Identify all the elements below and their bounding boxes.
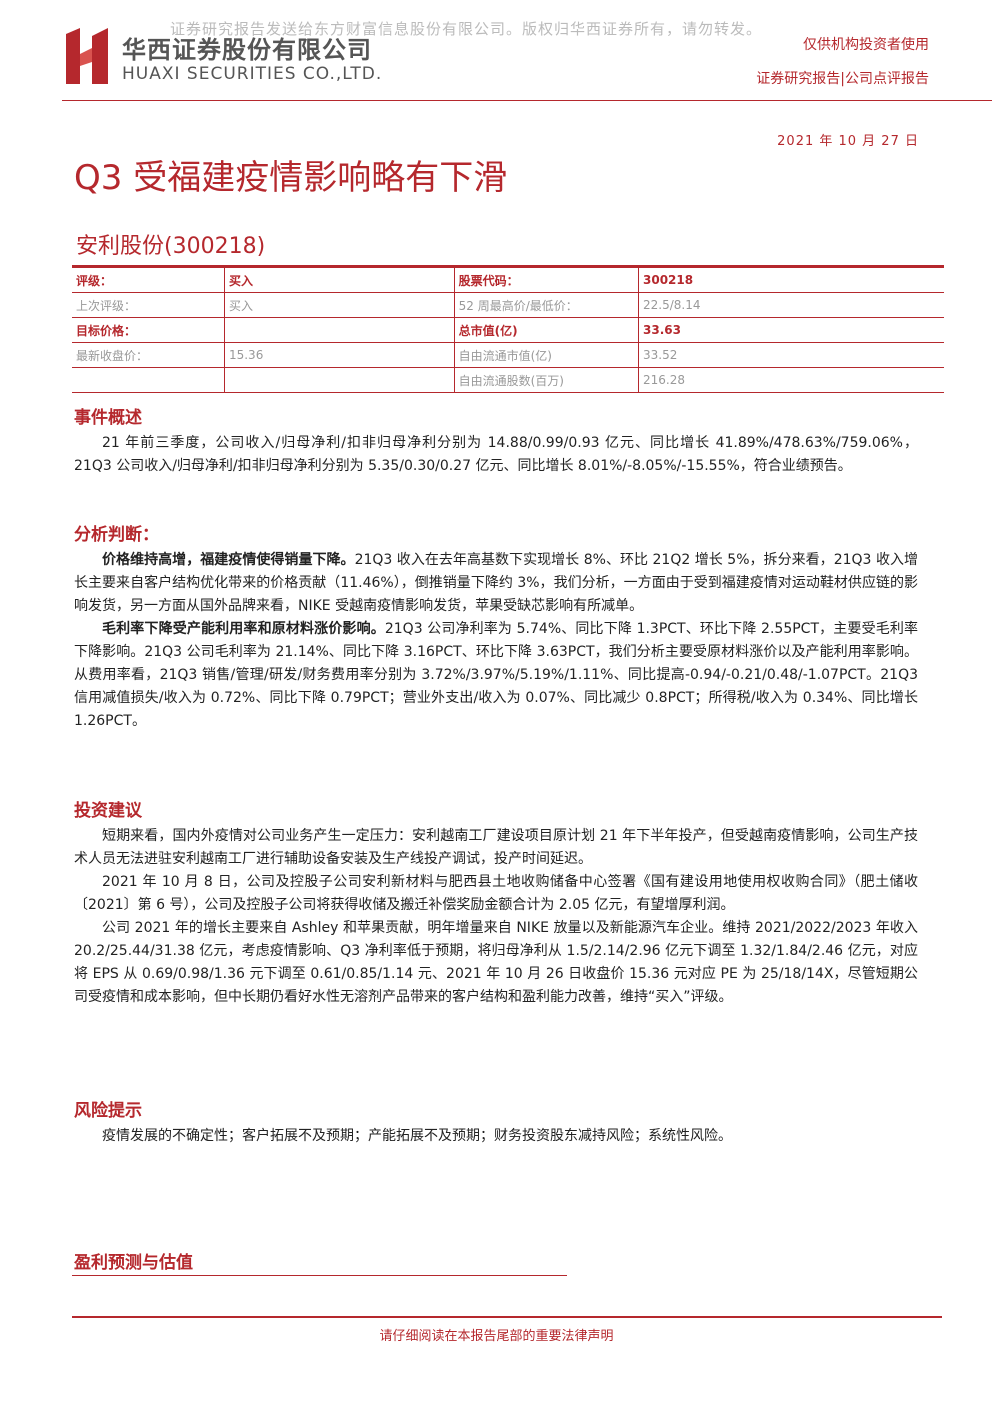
forecast-heading: 盈利预测与估值 bbox=[74, 1253, 193, 1273]
table-cell: 自由流通市值(亿) bbox=[454, 342, 640, 368]
table-cell: 上次评级： bbox=[72, 292, 225, 318]
paragraph-text: 21Q3 公司净利率为 5.74%、同比下降 1.3PCT、环比下降 2.55P… bbox=[74, 621, 918, 729]
paragraph: 短期来看，国内外疫情对公司业务产生一定压力：安利越南工厂建设项目原计划 21 年… bbox=[74, 825, 918, 871]
paragraph: 疫情发展的不确定性；客户拓展不及预期；产能拓展不及预期；财务投资股东减持风险；系… bbox=[74, 1125, 918, 1148]
table-cell: 总市值(亿) bbox=[454, 317, 640, 343]
table-cell: 目标价格： bbox=[72, 317, 225, 343]
header-rule bbox=[62, 100, 992, 101]
paragraph: 价格维持高增，福建疫情使得销量下降。21Q3 收入在去年高基数下实现增长 8%、… bbox=[74, 549, 918, 618]
table-cell: 33.63 bbox=[638, 317, 944, 343]
date: 2021 年 10 月 27 日 bbox=[777, 134, 919, 149]
table-cell: 股票代码： bbox=[454, 266, 640, 293]
table-cell: 买入 bbox=[224, 292, 455, 318]
stock: 安利股份(300218) bbox=[76, 234, 266, 259]
section-heading: 风险提示 bbox=[74, 1101, 142, 1121]
section-heading: 投资建议 bbox=[74, 801, 142, 821]
table-cell: 33.52 bbox=[638, 342, 944, 368]
paragraph: 公司 2021 年的增长主要来自 Ashley 和苹果贡献，明年增量来自 NIK… bbox=[74, 917, 918, 1009]
forecast-rule bbox=[72, 1275, 567, 1276]
watermark: 证券研究报告发送给东方财富信息股份有限公司。版权归华西证券所有，请勿转发。 bbox=[170, 20, 763, 38]
table-cell: 15.36 bbox=[224, 342, 455, 368]
paragraph: 2021 年 10 月 8 日，公司及控股子公司安利新材料与肥西县土地收购储备中… bbox=[74, 871, 918, 917]
section: 分析判断： 价格维持高增，福建疫情使得销量下降。21Q3 收入在去年高基数下实现增… bbox=[74, 520, 918, 733]
audience: 仅供机构投资者使用 bbox=[803, 37, 929, 53]
table-cell: 22.5/8.14 bbox=[638, 292, 944, 318]
paragraph-text: 疫情发展的不确定性；客户拓展不及预期；产能拓展不及预期；财务投资股东减持风险；系… bbox=[102, 1128, 732, 1144]
table-cell: 评级： bbox=[72, 266, 225, 293]
company-en: HUAXI SECURITIES CO.,LTD. bbox=[122, 64, 383, 84]
paragraph-lead: 价格维持高增，福建疫情使得销量下降。 bbox=[102, 552, 355, 568]
company-cn: 华西证券股份有限公司 bbox=[122, 36, 372, 64]
footer-rule bbox=[72, 1316, 942, 1318]
table-row: 自由流通股数(百万) 216.28 bbox=[72, 367, 944, 393]
table-cell: 216.28 bbox=[638, 367, 944, 393]
footer: 请仔细阅读在本报告尾部的重要法律声明 bbox=[379, 1329, 614, 1344]
logo bbox=[66, 28, 108, 84]
table-cell bbox=[224, 367, 455, 393]
table-cell: 最新收盘价： bbox=[72, 342, 225, 368]
section-heading: 分析判断： bbox=[74, 525, 159, 545]
table-cell: 买入 bbox=[224, 266, 455, 293]
table-cell bbox=[224, 317, 455, 343]
table-cell: 300218 bbox=[638, 266, 944, 293]
paragraph: 21 年前三季度，公司收入/归母净利/扣非归母净利分别为 14.88/0.99/… bbox=[74, 432, 918, 478]
table-row: 上次评级： 买入 52 周最高价/最低价： 22.5/8.14 bbox=[72, 292, 944, 318]
table-cell: 52 周最高价/最低价： bbox=[454, 292, 640, 318]
title: Q3 受福建疫情影响略有下滑 bbox=[74, 158, 508, 198]
table-cell: 自由流通股数(百万) bbox=[454, 367, 640, 393]
table-row: 目标价格： 总市值(亿) 33.63 bbox=[72, 317, 944, 343]
paragraph-text: 短期来看，国内外疫情对公司业务产生一定压力：安利越南工厂建设项目原计划 21 年… bbox=[74, 828, 918, 867]
report-type: 证券研究报告|公司点评报告 bbox=[756, 71, 929, 87]
table-cell bbox=[72, 367, 225, 393]
section: 投资建议短期来看，国内外疫情对公司业务产生一定压力：安利越南工厂建设项目原计划 … bbox=[74, 796, 918, 1009]
paragraph-text: 21Q3 收入在去年高基数下实现增长 8%、环比 21Q2 增长 5%，拆分来看… bbox=[74, 552, 919, 614]
table-row: 评级： 买入 股票代码： 300218 bbox=[72, 266, 944, 293]
paragraph-text: 2021 年 10 月 8 日，公司及控股子公司安利新材料与肥西县土地收购储备中… bbox=[74, 874, 918, 913]
section: 事件概述 21 年前三季度，公司收入/归母净利/扣非归母净利分别为 14.88/0… bbox=[74, 403, 918, 478]
paragraph-text: 公司 2021 年的增长主要来自 Ashley 和苹果贡献，明年增量来自 NIK… bbox=[74, 920, 918, 1005]
table-row: 最新收盘价： 15.36 自由流通市值(亿) 33.52 bbox=[72, 342, 944, 368]
info-table: 评级： 买入 股票代码： 300218 上次评级： 买入 52 周最高价/最低价： 22.5/… bbox=[72, 265, 944, 393]
section: 风险提示疫情发展的不确定性；客户拓展不及预期；产能拓展不及预期；财务投资股东减持… bbox=[74, 1096, 918, 1148]
paragraph-text: 21 年前三季度，公司收入/归母净利/扣非归母净利分别为 14.88/0.99/… bbox=[74, 435, 918, 474]
section-heading: 事件概述 bbox=[74, 408, 142, 428]
paragraph: 毛利率下降受产能利用率和原材料涨价影响。21Q3 公司净利率为 5.74%、同比… bbox=[74, 618, 918, 733]
paragraph-lead: 毛利率下降受产能利用率和原材料涨价影响。 bbox=[102, 621, 385, 637]
